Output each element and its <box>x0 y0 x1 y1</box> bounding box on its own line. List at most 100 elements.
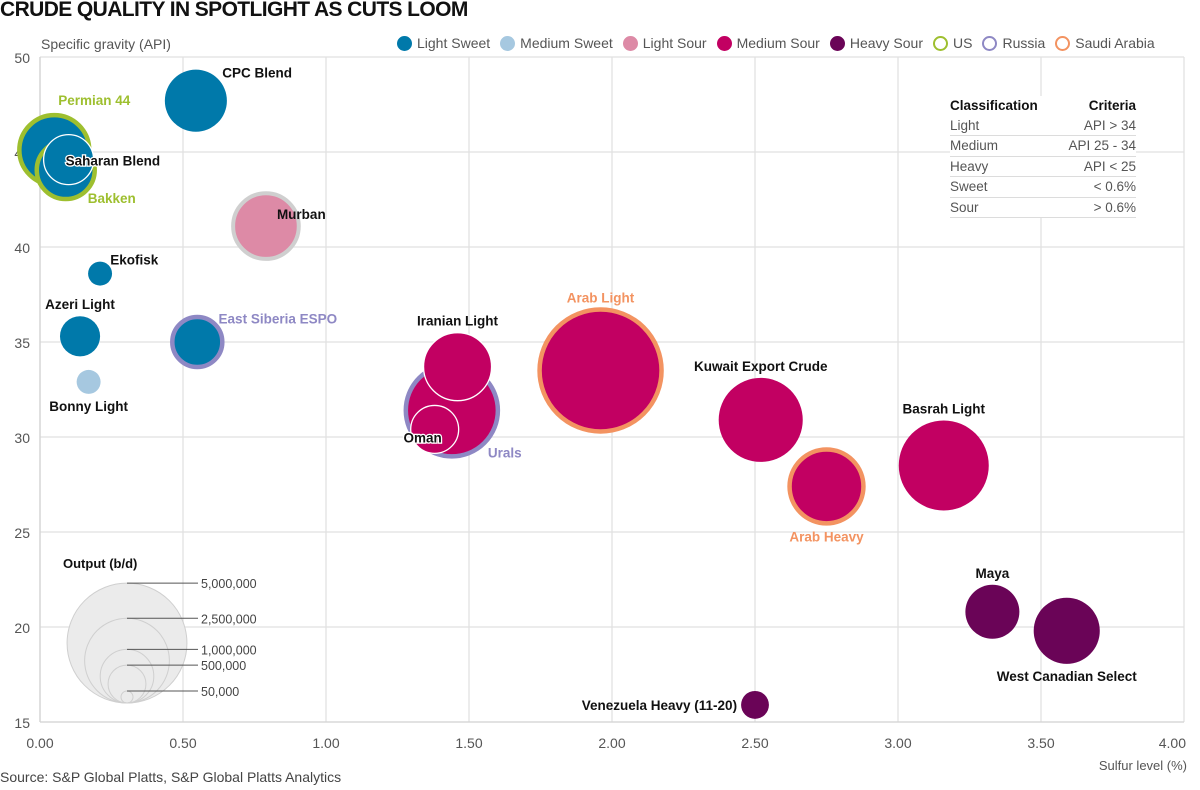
bubble-oman <box>410 404 460 455</box>
criteria-row: Heavy API < 25 <box>950 157 1136 177</box>
bubble-circle <box>741 690 769 719</box>
bubble-label-arab-light: Arab Light <box>567 291 635 306</box>
legend-label: US <box>953 35 973 51</box>
criteria-header-row: Classification Criteria <box>950 96 1136 116</box>
size-legend-circle <box>66 582 188 704</box>
y-tick-label: 25 <box>14 525 30 541</box>
criteria-row: Sour > 0.6% <box>950 198 1136 218</box>
legend-swatch-ring-icon <box>933 35 949 51</box>
x-tick-labels: 0.00 0.50 1.00 1.50 2.00 2.50 3.00 3.50 4.00 <box>26 735 1186 751</box>
bubble-label-azeri-light: Azeri Light <box>45 297 115 312</box>
x-axis-label: Sulfur level (%) <box>1098 758 1187 773</box>
bubble-circle <box>59 316 101 357</box>
criteria-classification: Sour <box>950 199 979 215</box>
bubble-circle <box>410 404 460 455</box>
criteria-value: API 25 - 34 <box>1068 138 1136 153</box>
bubble-circle <box>422 332 493 402</box>
legend-swatch-ring-icon <box>982 35 998 51</box>
legend-swatch-filled-circle-icon <box>622 35 638 51</box>
bubble-arab-light <box>537 307 664 434</box>
y-tick-label: 50 <box>14 50 30 66</box>
legend-label: Saudi Arabia <box>1075 35 1155 51</box>
legend-swatch-ring-icon <box>1055 35 1071 51</box>
criteria-classification: Medium <box>950 138 999 153</box>
bubble-circle <box>88 261 113 286</box>
criteria-value: API > 34 <box>1083 117 1136 133</box>
x-tick-label: 2.50 <box>741 735 768 751</box>
bubble-circle <box>718 377 803 462</box>
bubble-label-east-siberia-espo: East Siberia ESPO <box>219 311 338 326</box>
size-legend-label: 1,000,000 <box>201 643 257 657</box>
chart-title: CRUDE QUALITY IN SPOTLIGHT AS CUTS LOOM <box>0 0 468 21</box>
legend-label: Light Sour <box>642 35 707 51</box>
legend-label: Light Sweet <box>417 35 491 51</box>
bubble-bonny-light <box>76 369 101 394</box>
y-tick-label: 35 <box>14 335 30 351</box>
bubble-label-arab-heavy: Arab Heavy <box>789 529 864 544</box>
bubble-labels: Permian 44 Bakken Saharan Blend CPC Blend Mu… <box>45 65 1137 712</box>
criteria-header-classification: Classification <box>950 98 1038 113</box>
criteria-row: Light API > 34 <box>950 116 1136 136</box>
criteria-value: > 0.6% <box>1093 199 1136 215</box>
y-tick-label: 15 <box>14 715 30 731</box>
legend-label: Medium Sour <box>736 35 820 51</box>
legend-item-medium-sour: Medium Sour <box>716 35 820 51</box>
y-axis-label: Specific gravity (API) <box>41 36 171 52</box>
criteria-header-criteria: Criteria <box>1088 98 1136 113</box>
legend-swatch-filled-circle-icon <box>500 35 516 51</box>
size-legend-label: 500,000 <box>201 659 246 673</box>
bubble-label-cpc-blend: CPC Blend <box>222 65 292 80</box>
bubble-circle <box>42 133 95 186</box>
legend-swatch-filled-circle-icon <box>716 35 732 51</box>
bubble-label-saharan-blend: Saharan Blend <box>66 154 161 169</box>
bubble-maya <box>965 584 1020 639</box>
legend-item-russia: Russia <box>982 35 1045 51</box>
bubble-circle <box>898 420 989 511</box>
bubble-west-canadian-select <box>1033 597 1100 664</box>
bubble-label-urals: Urals <box>488 445 522 460</box>
bubble-label-bakken: Bakken <box>88 191 136 206</box>
bubbles <box>17 69 1100 719</box>
size-legend: Output (b/d) 5,000,000 2,500,000 1,000,000 5… <box>63 556 257 704</box>
x-tick-label: 3.50 <box>1027 735 1054 751</box>
bubble-saharan-blend <box>42 133 95 186</box>
bubble-label-kuwait-export-crude: Kuwait Export Crude <box>694 359 828 374</box>
legend-item-saudi-arabia: Saudi Arabia <box>1055 35 1155 51</box>
bubble-circle <box>787 447 866 526</box>
criteria-row: Medium API 25 - 34 <box>950 136 1136 157</box>
y-tick-label: 30 <box>14 430 30 446</box>
size-legend-title: Output (b/d) <box>63 556 137 571</box>
bubble-label-venezuela-heavy-11-20: Venezuela Heavy (11-20) <box>582 698 737 713</box>
x-tick-label: 1.50 <box>455 735 482 751</box>
legend-swatch-filled-circle-icon <box>829 35 845 51</box>
legend-item-heavy-sour: Heavy Sour <box>829 35 923 51</box>
x-tick-label: 0.50 <box>169 735 196 751</box>
bubble-circle <box>965 584 1020 639</box>
legend: Light Sweet Medium Sweet Light Sour Medium … <box>397 35 1155 51</box>
bubble-basrah-light <box>898 420 989 511</box>
bubble-circle <box>231 191 301 261</box>
bubble-arab-heavy <box>787 447 866 526</box>
classification-criteria-table: Classification Criteria Light API > 34 M… <box>950 96 1136 218</box>
size-legend-label: 50,000 <box>201 685 239 699</box>
bubble-label-west-canadian-select: West Canadian Select <box>997 669 1138 684</box>
bubble-label-iranian-light: Iranian Light <box>417 314 499 329</box>
bubble-circle <box>170 314 225 370</box>
legend-swatch-filled-circle-icon <box>397 35 412 51</box>
bubble-ekofisk <box>88 261 113 286</box>
legend-label: Medium Sweet <box>520 35 613 51</box>
bubble-label-ekofisk: Ekofisk <box>110 253 159 268</box>
criteria-value: < 0.6% <box>1093 179 1136 194</box>
source-note: Source: S&P Global Platts, S&P Global Pl… <box>0 769 342 785</box>
bubble-label-bonny-light: Bonny Light <box>49 399 128 414</box>
x-tick-label: 4.00 <box>1159 735 1186 751</box>
bubble-east-siberia-espo <box>170 314 225 370</box>
x-tick-label: 1.00 <box>312 735 339 751</box>
x-tick-label: 3.00 <box>884 735 911 751</box>
bubble-venezuela-heavy-11-20 <box>741 690 769 719</box>
legend-item-light-sweet: Light Sweet <box>397 35 490 51</box>
bubble-circle <box>164 69 227 132</box>
bubble-label-maya: Maya <box>975 566 1009 581</box>
criteria-classification: Sweet <box>950 179 988 194</box>
